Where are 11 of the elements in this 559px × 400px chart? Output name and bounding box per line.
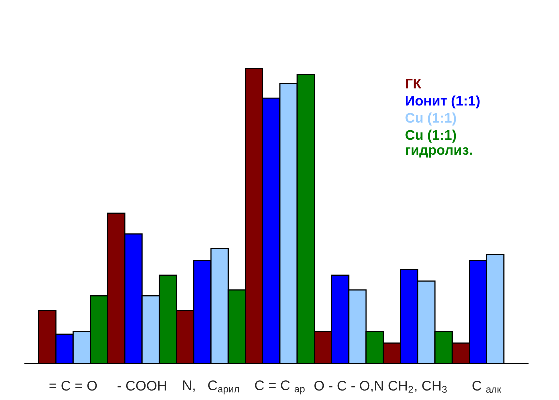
x-tick-label: N, C$_{арил}$: [183, 380, 240, 395]
text: Ионит (1:1): [406, 96, 480, 109]
x-tick-label: O - C - O,N: [314, 381, 384, 393]
text: ГК: [406, 79, 422, 89]
x-tick-label: - COOH: [118, 381, 166, 391]
text: Cu (1:1): [406, 112, 456, 126]
text: Cu (1:1) гидролиз.: [406, 130, 472, 158]
x-tick-label: CH$_{2}$, CH$_{3}$: [388, 381, 447, 394]
x-tick-label: C = C $_{ар}$: [255, 380, 305, 395]
x-tick-label: C $_{алк}$: [472, 381, 502, 394]
x-tick-label: = C = O: [50, 381, 98, 391]
